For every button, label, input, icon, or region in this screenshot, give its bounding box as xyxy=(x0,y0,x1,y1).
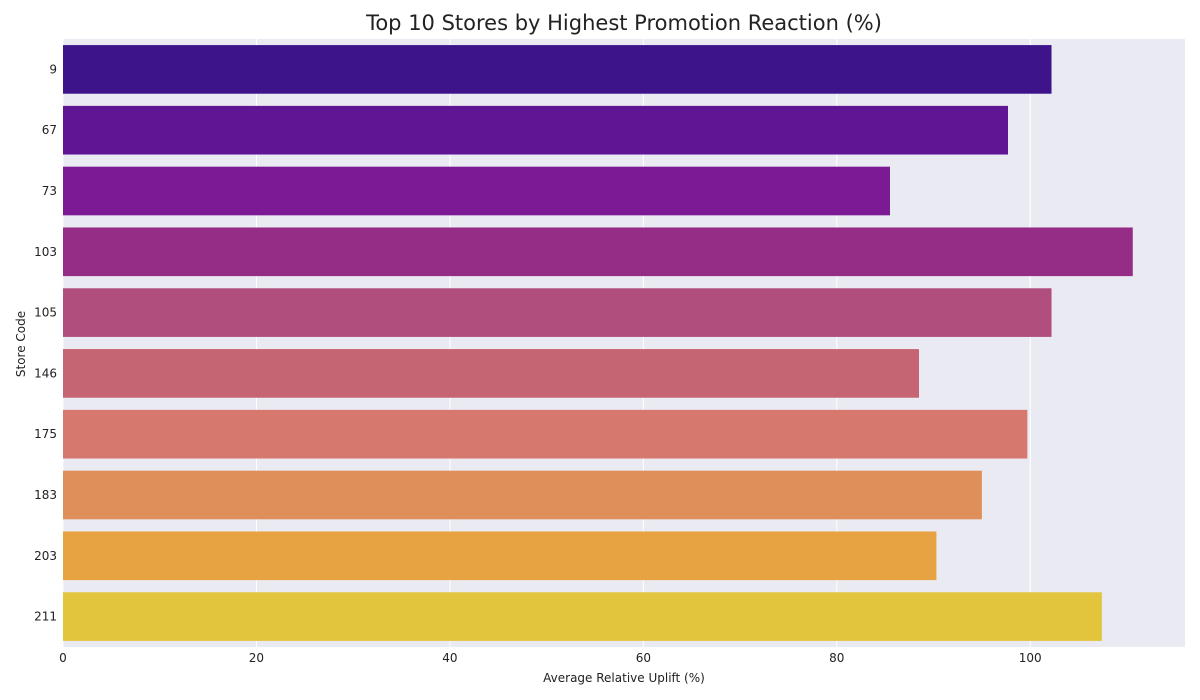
y-tick-label: 203 xyxy=(34,549,57,563)
x-tick-label: 0 xyxy=(59,651,67,665)
bar xyxy=(63,105,1008,155)
bar xyxy=(63,288,1052,337)
x-tick-label: 40 xyxy=(442,651,457,665)
x-tick-label: 100 xyxy=(1019,651,1042,665)
bar xyxy=(63,227,1133,277)
y-tick-label: 105 xyxy=(34,306,57,320)
bar xyxy=(63,45,1052,94)
y-tick-label: 183 xyxy=(34,488,57,502)
x-tick-label: 80 xyxy=(829,651,844,665)
bar xyxy=(63,166,890,216)
y-tick-label: 9 xyxy=(49,62,57,76)
bar xyxy=(63,349,920,398)
y-tick-label: 211 xyxy=(34,610,57,624)
bar xyxy=(63,409,1028,459)
bar xyxy=(63,531,937,581)
bar xyxy=(63,592,1102,641)
plot-area: 0 20 40 60 80 100 9 67 73 103 105 146 175 183 203 211 xyxy=(34,39,1185,665)
x-axis-label: Average Relative Uplift (%) xyxy=(543,671,705,685)
y-tick-label: 175 xyxy=(34,427,57,441)
bar xyxy=(63,470,982,520)
y-axis-label: Store Code xyxy=(14,311,28,377)
y-tick-label: 73 xyxy=(42,184,57,198)
y-tick-label: 103 xyxy=(34,245,57,259)
chart-title: Top 10 Stores by Highest Promotion React… xyxy=(365,11,882,35)
y-tick-label: 146 xyxy=(34,366,57,380)
x-tick-label: 60 xyxy=(636,651,651,665)
y-tick-label: 67 xyxy=(42,123,57,137)
x-tick-label: 20 xyxy=(249,651,264,665)
